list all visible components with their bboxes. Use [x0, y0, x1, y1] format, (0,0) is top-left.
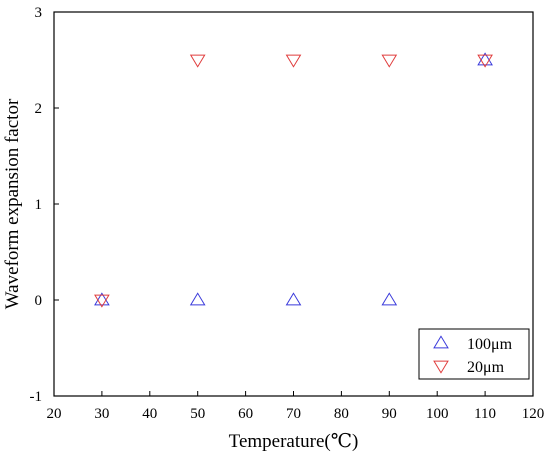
x-tick-label: 60 [238, 406, 253, 422]
y-tick-label: 3 [35, 5, 43, 21]
y-tick-label: -1 [30, 389, 43, 405]
data-point-triangle-down [477, 54, 493, 68]
legend-marker [433, 360, 449, 374]
data-point-triangle-down [94, 294, 110, 308]
x-tick-label: 120 [522, 406, 545, 422]
x-tick-label: 70 [286, 406, 301, 422]
data-point-triangle-up [94, 292, 110, 306]
legend-label: 20μm [467, 359, 505, 376]
x-tick-label: 80 [334, 406, 349, 422]
x-tick-label: 50 [190, 406, 205, 422]
y-axis-label: Waveform expansion factor [2, 98, 23, 309]
data-point-triangle-up [477, 52, 493, 66]
x-axis-label: Temperature(℃) [229, 431, 359, 452]
x-tick-label: 30 [94, 406, 109, 422]
data-point-triangle-down [285, 54, 302, 68]
data-point-triangle-up [189, 292, 206, 306]
data-point-triangle-up [285, 292, 302, 306]
data-markers [94, 52, 493, 308]
legend: 100μm 20μm [418, 328, 530, 380]
data-point-triangle-down [189, 54, 206, 68]
x-tick-label: 20 [47, 406, 62, 422]
y-tick-label: 2 [35, 101, 43, 117]
axis-ticks: 20 30 40 50 60 70 80 90 100 110 120 -1 0 1 2 3 [30, 5, 545, 422]
legend-label: 100μm [467, 336, 513, 353]
legend-marker [433, 335, 449, 349]
x-tick-label: 90 [382, 406, 397, 422]
x-tick-label: 110 [474, 406, 496, 422]
y-tick-label: 1 [35, 197, 43, 213]
x-tick-label: 100 [426, 406, 449, 422]
y-tick-label: 0 [35, 293, 43, 309]
data-point-triangle-up [381, 292, 398, 306]
data-point-triangle-down [381, 54, 398, 68]
legend-box [418, 328, 530, 380]
x-tick-label: 40 [142, 406, 157, 422]
